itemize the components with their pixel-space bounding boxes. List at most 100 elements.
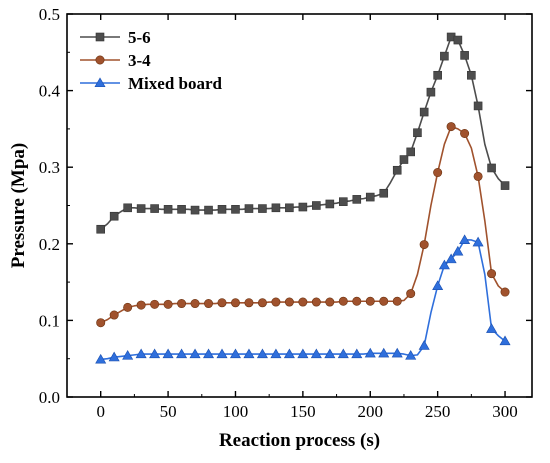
legend-label: 5-6: [128, 28, 151, 47]
data-point: [283, 348, 295, 359]
data-point: [419, 107, 429, 117]
data-point: [378, 347, 390, 358]
data-point: [453, 35, 463, 45]
data-point: [339, 197, 348, 206]
data-point: [364, 347, 376, 358]
data-point: [351, 348, 363, 359]
data-point: [325, 297, 335, 307]
data-point: [352, 296, 362, 306]
y-tick-label: 0.2: [39, 235, 60, 254]
data-point: [298, 202, 308, 212]
data-point: [419, 240, 429, 250]
data-point: [123, 302, 133, 312]
data-point: [500, 181, 510, 190]
data-point: [472, 236, 484, 247]
data-point: [244, 298, 254, 308]
data-point: [123, 203, 132, 213]
data-point: [230, 298, 240, 308]
data-point: [217, 205, 227, 214]
data-point: [413, 128, 422, 138]
legend-label: 3-4: [128, 51, 151, 70]
y-tick-label: 0.0: [39, 388, 60, 407]
series-layer: [95, 32, 511, 364]
data-point: [163, 205, 173, 214]
data-point: [438, 259, 450, 270]
data-point: [284, 297, 294, 307]
data-point: [270, 348, 282, 359]
legend-marker: [95, 32, 105, 42]
data-point: [177, 299, 187, 309]
data-point: [136, 300, 146, 310]
data-point: [271, 297, 281, 307]
y-tick-label: 0.3: [39, 158, 60, 177]
data-point: [473, 101, 483, 111]
axes-layer: 0 50 100 150 200 250 300 0.0 0.1 0.2 0.3 0.4 0.5: [39, 5, 533, 421]
data-point: [256, 348, 268, 359]
data-point: [337, 348, 349, 359]
data-point: [311, 297, 321, 307]
data-point: [109, 310, 119, 320]
data-point: [365, 296, 375, 306]
data-point: [499, 335, 511, 346]
data-point: [122, 350, 134, 360]
data-point: [150, 204, 159, 213]
data-point: [460, 51, 469, 60]
data-point: [460, 128, 470, 138]
legend: 5-6 3-4 Mixed board: [80, 28, 223, 93]
data-point: [176, 348, 188, 359]
data-point: [433, 70, 442, 80]
data-point: [500, 287, 510, 297]
data-point: [150, 299, 160, 309]
data-point: [244, 204, 254, 213]
data-point: [487, 163, 496, 173]
data-point: [258, 204, 267, 213]
data-point: [271, 203, 281, 213]
data-point: [163, 299, 173, 309]
y-axis-label: Pressure (Mpa): [8, 143, 29, 268]
data-point: [452, 245, 464, 256]
data-point: [108, 351, 120, 362]
data-point: [216, 348, 228, 359]
x-axis-label: Reaction process (s): [219, 430, 380, 451]
data-point: [418, 340, 430, 350]
data-point: [440, 51, 449, 61]
data-point: [399, 155, 409, 164]
x-tick-label: 50: [160, 402, 177, 421]
data-point: [190, 205, 200, 215]
x-tick-label: 150: [290, 402, 316, 421]
data-point: [426, 87, 436, 97]
data-point: [433, 168, 443, 178]
legend-label: Mixed board: [128, 74, 223, 93]
series-2: [96, 122, 510, 328]
data-point: [217, 298, 227, 308]
data-point: [432, 280, 444, 290]
data-point: [257, 298, 267, 308]
data-point: [365, 192, 375, 202]
data-point: [135, 348, 147, 359]
data-point: [95, 353, 107, 364]
data-point: [285, 203, 294, 213]
data-point: [243, 348, 255, 359]
data-point: [391, 347, 403, 358]
x-tick-label: 300: [492, 402, 518, 421]
legend-marker: [94, 77, 106, 88]
data-point: [298, 297, 308, 307]
data-point: [149, 348, 161, 359]
data-point: [467, 70, 476, 80]
data-point: [204, 205, 213, 215]
data-point: [177, 205, 186, 214]
data-point: [405, 350, 417, 360]
data-point: [459, 234, 471, 245]
data-point: [190, 299, 200, 309]
legend-marker: [95, 55, 105, 65]
data-point: [338, 296, 348, 306]
x-tick-label: 100: [223, 402, 249, 421]
data-point: [379, 188, 389, 198]
y-tick-label: 0.5: [39, 5, 60, 24]
data-point: [406, 289, 416, 299]
data-point: [392, 296, 402, 306]
y-tick-label: 0.4: [39, 82, 61, 101]
data-point: [204, 299, 214, 309]
